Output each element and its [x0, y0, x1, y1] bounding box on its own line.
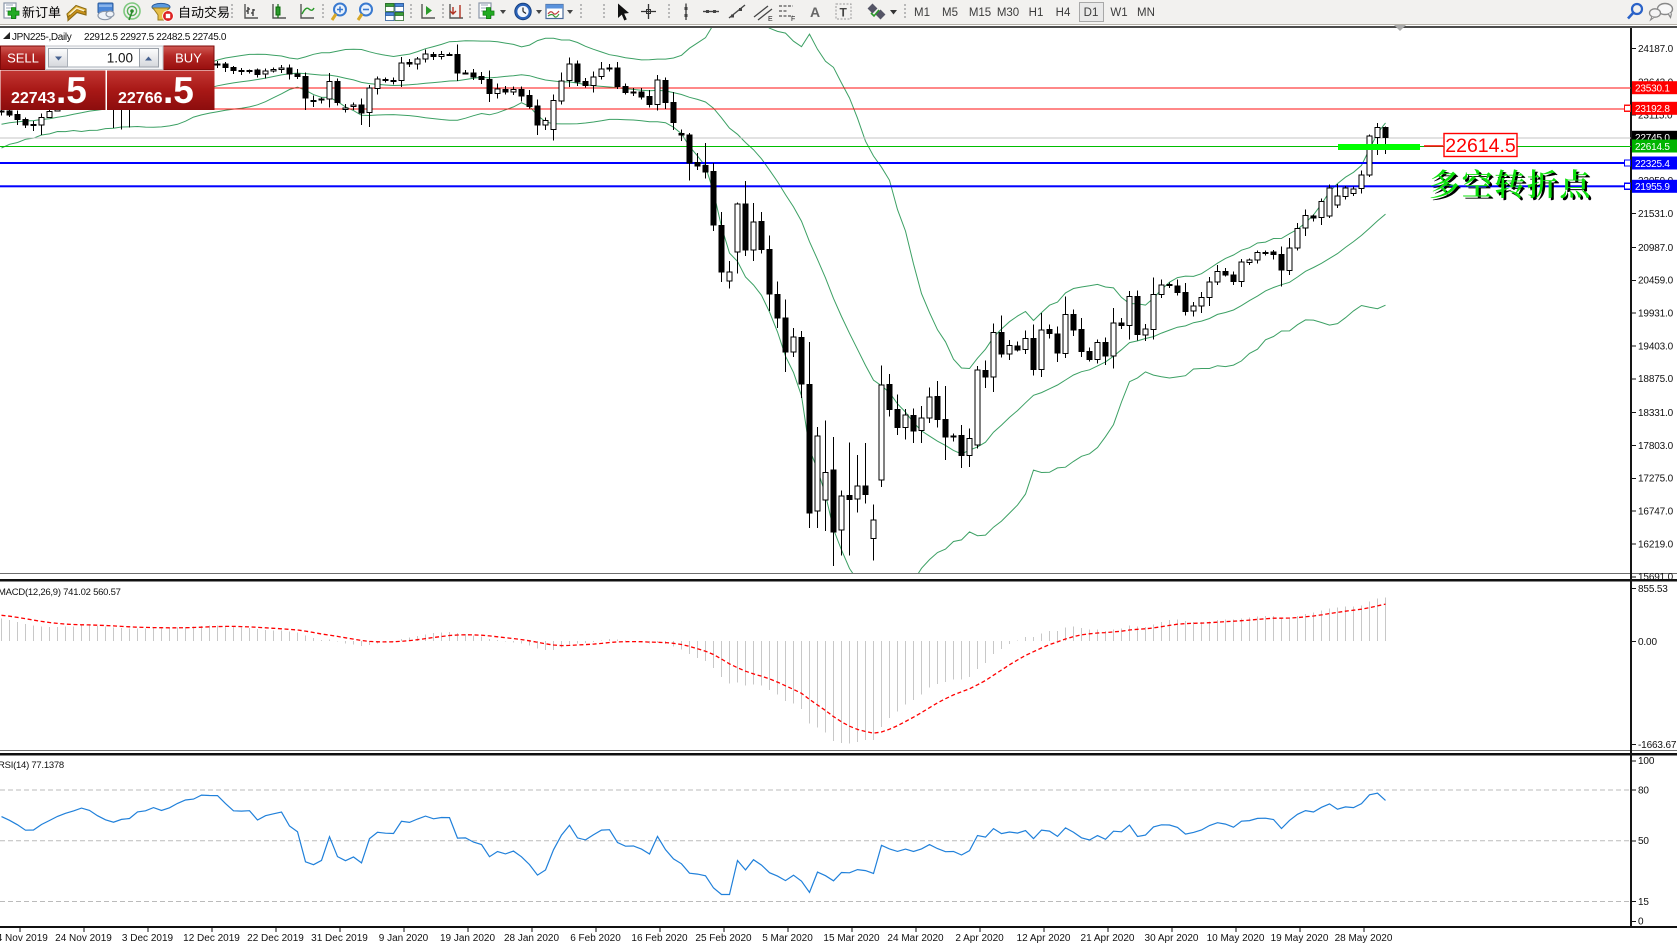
- svg-text:H1: H1: [1029, 7, 1044, 19]
- svg-text:23530.1: 23530.1: [1635, 84, 1670, 95]
- svg-text:24 Mar 2020: 24 Mar 2020: [887, 933, 944, 944]
- svg-text:M30: M30: [997, 7, 1019, 19]
- svg-text:14 Nov 2019: 14 Nov 2019: [0, 933, 48, 944]
- svg-text:22743: 22743: [11, 90, 56, 107]
- svg-text:.5: .5: [163, 70, 194, 111]
- svg-text:80: 80: [1638, 785, 1649, 796]
- svg-text:1.00: 1.00: [107, 51, 133, 66]
- svg-text:.5: .5: [56, 70, 87, 111]
- svg-text:17275.0: 17275.0: [1638, 474, 1674, 485]
- svg-text:M15: M15: [969, 7, 991, 19]
- svg-text:0: 0: [1638, 917, 1644, 928]
- svg-text:24187.0: 24187.0: [1638, 44, 1674, 55]
- svg-text:25 Feb 2020: 25 Feb 2020: [695, 933, 752, 944]
- svg-text:-1663.67: -1663.67: [1638, 740, 1677, 751]
- svg-text:16 Feb 2020: 16 Feb 2020: [631, 933, 688, 944]
- svg-text:T: T: [840, 6, 848, 20]
- svg-text:12 Dec 2019: 12 Dec 2019: [183, 933, 240, 944]
- svg-text:21531.0: 21531.0: [1638, 209, 1674, 220]
- svg-text:28 Jan 2020: 28 Jan 2020: [504, 933, 559, 944]
- svg-text:F: F: [791, 16, 795, 23]
- svg-text:18331.0: 18331.0: [1638, 408, 1674, 419]
- svg-text:22912.5 22927.5 22482.5 22745.: 22912.5 22927.5 22482.5 22745.0: [84, 32, 227, 43]
- svg-text:15: 15: [1638, 897, 1649, 908]
- svg-text:19931.0: 19931.0: [1638, 309, 1674, 320]
- svg-text:22745.0: 22745.0: [1635, 133, 1670, 144]
- svg-text:SELL: SELL: [7, 51, 39, 66]
- svg-text:2 Apr 2020: 2 Apr 2020: [955, 933, 1004, 944]
- svg-text:5 Mar 2020: 5 Mar 2020: [762, 933, 813, 944]
- svg-text:A: A: [810, 4, 820, 20]
- svg-text:19 May 2020: 19 May 2020: [1271, 933, 1329, 944]
- svg-text:MACD(12,26,9) 741.02 560.57: MACD(12,26,9) 741.02 560.57: [0, 587, 121, 598]
- svg-text:855.53: 855.53: [1638, 584, 1668, 595]
- svg-text:50: 50: [1638, 836, 1649, 847]
- svg-text:18875.0: 18875.0: [1638, 374, 1674, 385]
- svg-text:MN: MN: [1137, 7, 1155, 19]
- svg-text:JPN225-,Daily: JPN225-,Daily: [12, 32, 72, 43]
- svg-text:D1: D1: [1084, 7, 1099, 19]
- svg-text:23115.0: 23115.0: [1638, 111, 1673, 122]
- svg-text:22 Dec 2019: 22 Dec 2019: [247, 933, 304, 944]
- svg-text:22325.4: 22325.4: [1635, 159, 1670, 170]
- svg-text:E: E: [768, 16, 773, 23]
- svg-text:22766: 22766: [118, 90, 163, 107]
- svg-text:17803.0: 17803.0: [1638, 441, 1674, 452]
- svg-text:3 Dec 2019: 3 Dec 2019: [122, 933, 174, 944]
- svg-text:22614.5: 22614.5: [1445, 135, 1516, 157]
- svg-text:31 Dec 2019: 31 Dec 2019: [311, 933, 368, 944]
- svg-text:15691.0: 15691.0: [1638, 572, 1674, 583]
- svg-text:H4: H4: [1056, 7, 1071, 19]
- svg-text:12 Apr 2020: 12 Apr 2020: [1017, 933, 1071, 944]
- svg-text:22614.5: 22614.5: [1635, 142, 1670, 153]
- svg-text:28 May 2020: 28 May 2020: [1335, 933, 1393, 944]
- svg-text:M1: M1: [914, 7, 930, 19]
- svg-text:23192.8: 23192.8: [1635, 104, 1670, 115]
- svg-text:16747.0: 16747.0: [1638, 507, 1674, 518]
- svg-text:21955.9: 21955.9: [1635, 182, 1670, 193]
- svg-text:10 May 2020: 10 May 2020: [1207, 933, 1265, 944]
- svg-text:21 Apr 2020: 21 Apr 2020: [1081, 933, 1135, 944]
- svg-text:6 Feb 2020: 6 Feb 2020: [570, 933, 621, 944]
- svg-text:24 Nov 2019: 24 Nov 2019: [55, 933, 112, 944]
- svg-text:30 Apr 2020: 30 Apr 2020: [1145, 933, 1199, 944]
- svg-text:M5: M5: [942, 7, 958, 19]
- svg-text:BUY: BUY: [175, 51, 202, 66]
- svg-text:15 Mar 2020: 15 Mar 2020: [823, 933, 880, 944]
- svg-text:19 Jan 2020: 19 Jan 2020: [440, 933, 495, 944]
- svg-text:100: 100: [1638, 756, 1655, 767]
- svg-text:RSI(14) 77.1378: RSI(14) 77.1378: [0, 760, 64, 771]
- svg-text:0.00: 0.00: [1638, 637, 1657, 648]
- svg-text:W1: W1: [1110, 7, 1127, 19]
- svg-text:9 Jan 2020: 9 Jan 2020: [379, 933, 429, 944]
- svg-text:16219.0: 16219.0: [1638, 539, 1674, 550]
- svg-text:20987.0: 20987.0: [1638, 243, 1674, 254]
- svg-text:20459.0: 20459.0: [1638, 276, 1674, 287]
- svg-text:19403.0: 19403.0: [1638, 341, 1674, 352]
